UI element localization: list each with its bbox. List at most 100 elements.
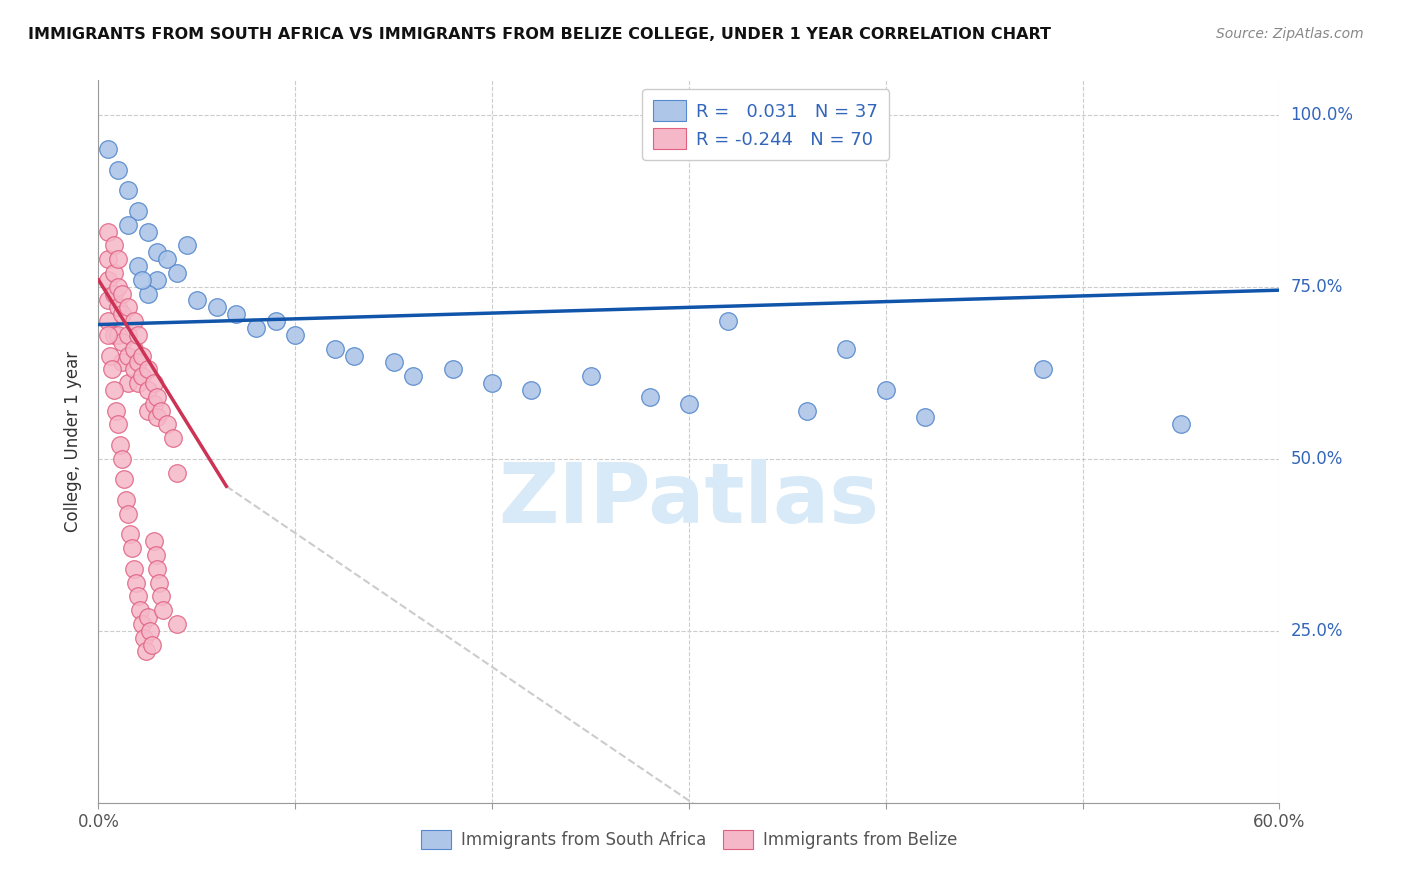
Point bbox=[166, 466, 188, 480]
Point bbox=[343, 349, 366, 363]
Point bbox=[146, 273, 169, 287]
Point bbox=[111, 355, 134, 369]
Point bbox=[111, 451, 134, 466]
Point bbox=[136, 362, 159, 376]
Point bbox=[107, 301, 129, 315]
Point bbox=[131, 349, 153, 363]
Point bbox=[122, 562, 145, 576]
Point bbox=[1032, 362, 1054, 376]
Point bbox=[97, 293, 120, 308]
Point bbox=[117, 301, 139, 315]
Point bbox=[127, 590, 149, 604]
Point bbox=[125, 575, 148, 590]
Point bbox=[148, 575, 170, 590]
Point bbox=[264, 314, 287, 328]
Point bbox=[141, 638, 163, 652]
Point bbox=[107, 252, 129, 267]
Text: 75.0%: 75.0% bbox=[1291, 277, 1343, 296]
Point bbox=[103, 383, 125, 397]
Point bbox=[136, 383, 159, 397]
Text: Source: ZipAtlas.com: Source: ZipAtlas.com bbox=[1216, 27, 1364, 41]
Point bbox=[382, 355, 405, 369]
Point bbox=[520, 383, 543, 397]
Point bbox=[127, 355, 149, 369]
Y-axis label: College, Under 1 year: College, Under 1 year bbox=[65, 351, 83, 533]
Point bbox=[142, 397, 165, 411]
Point bbox=[103, 266, 125, 280]
Point bbox=[128, 603, 150, 617]
Point bbox=[142, 376, 165, 390]
Point bbox=[118, 527, 141, 541]
Point bbox=[103, 286, 125, 301]
Point bbox=[156, 417, 179, 432]
Point bbox=[136, 225, 159, 239]
Text: ZIPatlas: ZIPatlas bbox=[499, 458, 879, 540]
Point bbox=[97, 252, 120, 267]
Point bbox=[117, 327, 139, 342]
Point bbox=[122, 342, 145, 356]
Point bbox=[107, 327, 129, 342]
Point bbox=[103, 327, 125, 342]
Point bbox=[150, 590, 173, 604]
Point bbox=[131, 369, 153, 384]
Point bbox=[117, 218, 139, 232]
Point bbox=[132, 631, 155, 645]
Point bbox=[142, 534, 165, 549]
Point bbox=[108, 438, 131, 452]
Point bbox=[146, 245, 169, 260]
Point bbox=[97, 273, 120, 287]
Point bbox=[205, 301, 228, 315]
Point bbox=[115, 493, 138, 508]
Point bbox=[166, 616, 188, 631]
Point bbox=[127, 327, 149, 342]
Point bbox=[97, 327, 120, 342]
Text: 50.0%: 50.0% bbox=[1291, 450, 1343, 467]
Point bbox=[136, 610, 159, 624]
Point bbox=[146, 390, 169, 404]
Text: 100.0%: 100.0% bbox=[1291, 105, 1354, 124]
Point bbox=[97, 142, 120, 156]
Point bbox=[117, 349, 139, 363]
Point bbox=[875, 383, 897, 397]
Point bbox=[107, 417, 129, 432]
Point bbox=[146, 562, 169, 576]
Text: 25.0%: 25.0% bbox=[1291, 622, 1343, 640]
Point bbox=[914, 410, 936, 425]
Point bbox=[638, 390, 661, 404]
Point bbox=[150, 403, 173, 417]
Point bbox=[481, 376, 503, 390]
Legend: Immigrants from South Africa, Immigrants from Belize: Immigrants from South Africa, Immigrants… bbox=[411, 821, 967, 860]
Point bbox=[176, 238, 198, 252]
Point bbox=[402, 369, 425, 384]
Point bbox=[678, 397, 700, 411]
Point bbox=[166, 266, 188, 280]
Point bbox=[111, 307, 134, 321]
Point bbox=[284, 327, 307, 342]
Point bbox=[156, 252, 179, 267]
Point bbox=[117, 507, 139, 521]
Point bbox=[97, 314, 120, 328]
Point bbox=[225, 307, 247, 321]
Point bbox=[136, 403, 159, 417]
Point bbox=[162, 431, 184, 445]
Point bbox=[136, 286, 159, 301]
Point bbox=[127, 376, 149, 390]
Point bbox=[135, 644, 157, 658]
Point bbox=[121, 541, 143, 556]
Point bbox=[111, 286, 134, 301]
Point bbox=[98, 349, 121, 363]
Point bbox=[122, 362, 145, 376]
Point bbox=[717, 314, 740, 328]
Point bbox=[107, 162, 129, 177]
Point bbox=[122, 314, 145, 328]
Point bbox=[127, 259, 149, 273]
Point bbox=[245, 321, 267, 335]
Point bbox=[138, 624, 160, 638]
Point bbox=[1170, 417, 1192, 432]
Point bbox=[152, 603, 174, 617]
Point bbox=[117, 183, 139, 197]
Point bbox=[131, 616, 153, 631]
Point bbox=[579, 369, 602, 384]
Text: IMMIGRANTS FROM SOUTH AFRICA VS IMMIGRANTS FROM BELIZE COLLEGE, UNDER 1 YEAR COR: IMMIGRANTS FROM SOUTH AFRICA VS IMMIGRAN… bbox=[28, 27, 1052, 42]
Point bbox=[323, 342, 346, 356]
